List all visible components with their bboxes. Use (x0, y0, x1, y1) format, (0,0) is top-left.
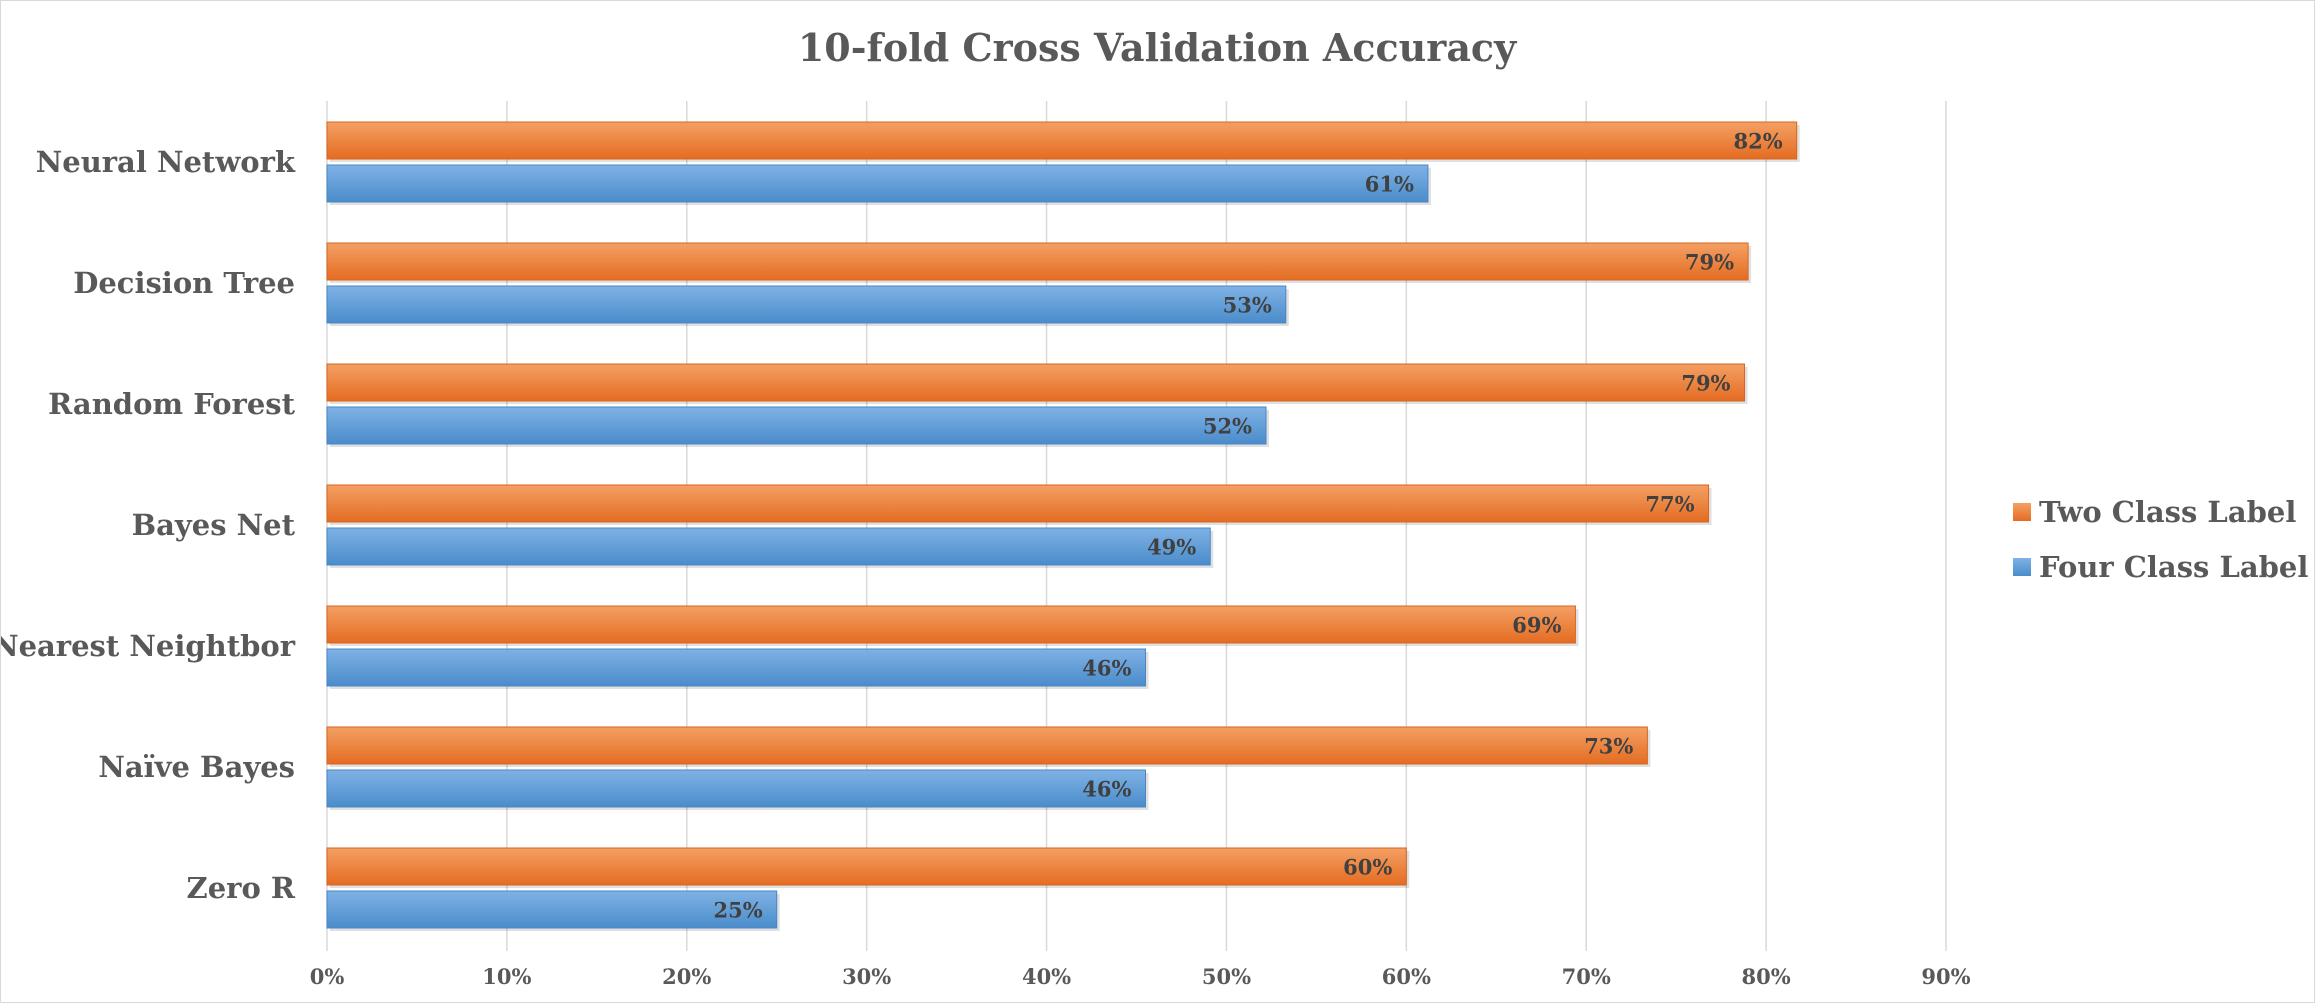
x-tick-label: 40% (1022, 964, 1071, 989)
x-tick-label: 0% (310, 964, 345, 989)
data-label: 82% (1734, 129, 1783, 154)
bar (326, 484, 1710, 523)
data-label: 61% (1365, 172, 1414, 197)
bar (326, 406, 1267, 445)
data-label: 79% (1685, 250, 1734, 275)
data-labels: 82% 61% 79% 53% 79% 52% 77% 49% 69% 46% 73% 46% 60% 2… (714, 129, 1783, 923)
data-label: 46% (1082, 656, 1131, 681)
x-tick-label: 10% (482, 964, 531, 989)
bar (326, 164, 1429, 203)
category-label: Neural Network (36, 145, 296, 179)
x-tick-label: 60% (1382, 964, 1431, 989)
category-label: Bayes Net (132, 508, 296, 542)
x-tick-label: 80% (1742, 964, 1791, 989)
x-tick-label: 50% (1202, 964, 1251, 989)
data-label: 60% (1343, 855, 1392, 880)
category-label: Decision Tree (73, 266, 295, 300)
data-label: 73% (1584, 734, 1633, 759)
x-tick-label: 90% (1921, 964, 1970, 989)
data-label: 25% (714, 898, 763, 923)
legend-label: Two Class Label (2039, 495, 2296, 529)
data-label: 69% (1512, 613, 1561, 638)
legend-label: Four Class Label (2039, 550, 2308, 584)
data-label: 53% (1223, 293, 1272, 318)
category-label: Nearest Neightbor (1, 629, 296, 663)
x-tick-label: 70% (1562, 964, 1611, 989)
x-tick-label: 20% (662, 964, 711, 989)
category-labels: Neural Network Decision Tree Random Forest… (1, 145, 296, 905)
bar (326, 527, 1211, 566)
bar (326, 285, 1287, 324)
category-label: Random Forest (48, 387, 295, 421)
data-label: 46% (1082, 777, 1131, 802)
data-label: 77% (1645, 492, 1694, 517)
x-tick-labels: 0% 10% 20% 30% 40% 50% 60% 70% 80% 90% (310, 964, 1971, 989)
bars (326, 121, 1800, 931)
bar (326, 890, 778, 929)
chart-title: 10-fold Cross Validation Accuracy (798, 25, 1517, 70)
bar (326, 605, 1576, 644)
legend-swatch (2013, 558, 2031, 576)
gridlines (326, 101, 1947, 951)
legend: Two Class Label Four Class Label (2013, 495, 2308, 584)
bar (326, 363, 1746, 402)
data-label: 79% (1681, 371, 1730, 396)
bar (326, 726, 1648, 765)
x-tick-label: 30% (842, 964, 891, 989)
category-label: Zero R (187, 871, 296, 905)
bar (326, 242, 1749, 281)
legend-swatch (2013, 503, 2031, 521)
data-label: 52% (1203, 414, 1252, 439)
bar (326, 847, 1407, 886)
bar (326, 648, 1146, 687)
data-label: 49% (1147, 535, 1196, 560)
category-label: Naïve Bayes (98, 750, 295, 784)
bar (326, 121, 1798, 160)
bar (326, 769, 1146, 808)
